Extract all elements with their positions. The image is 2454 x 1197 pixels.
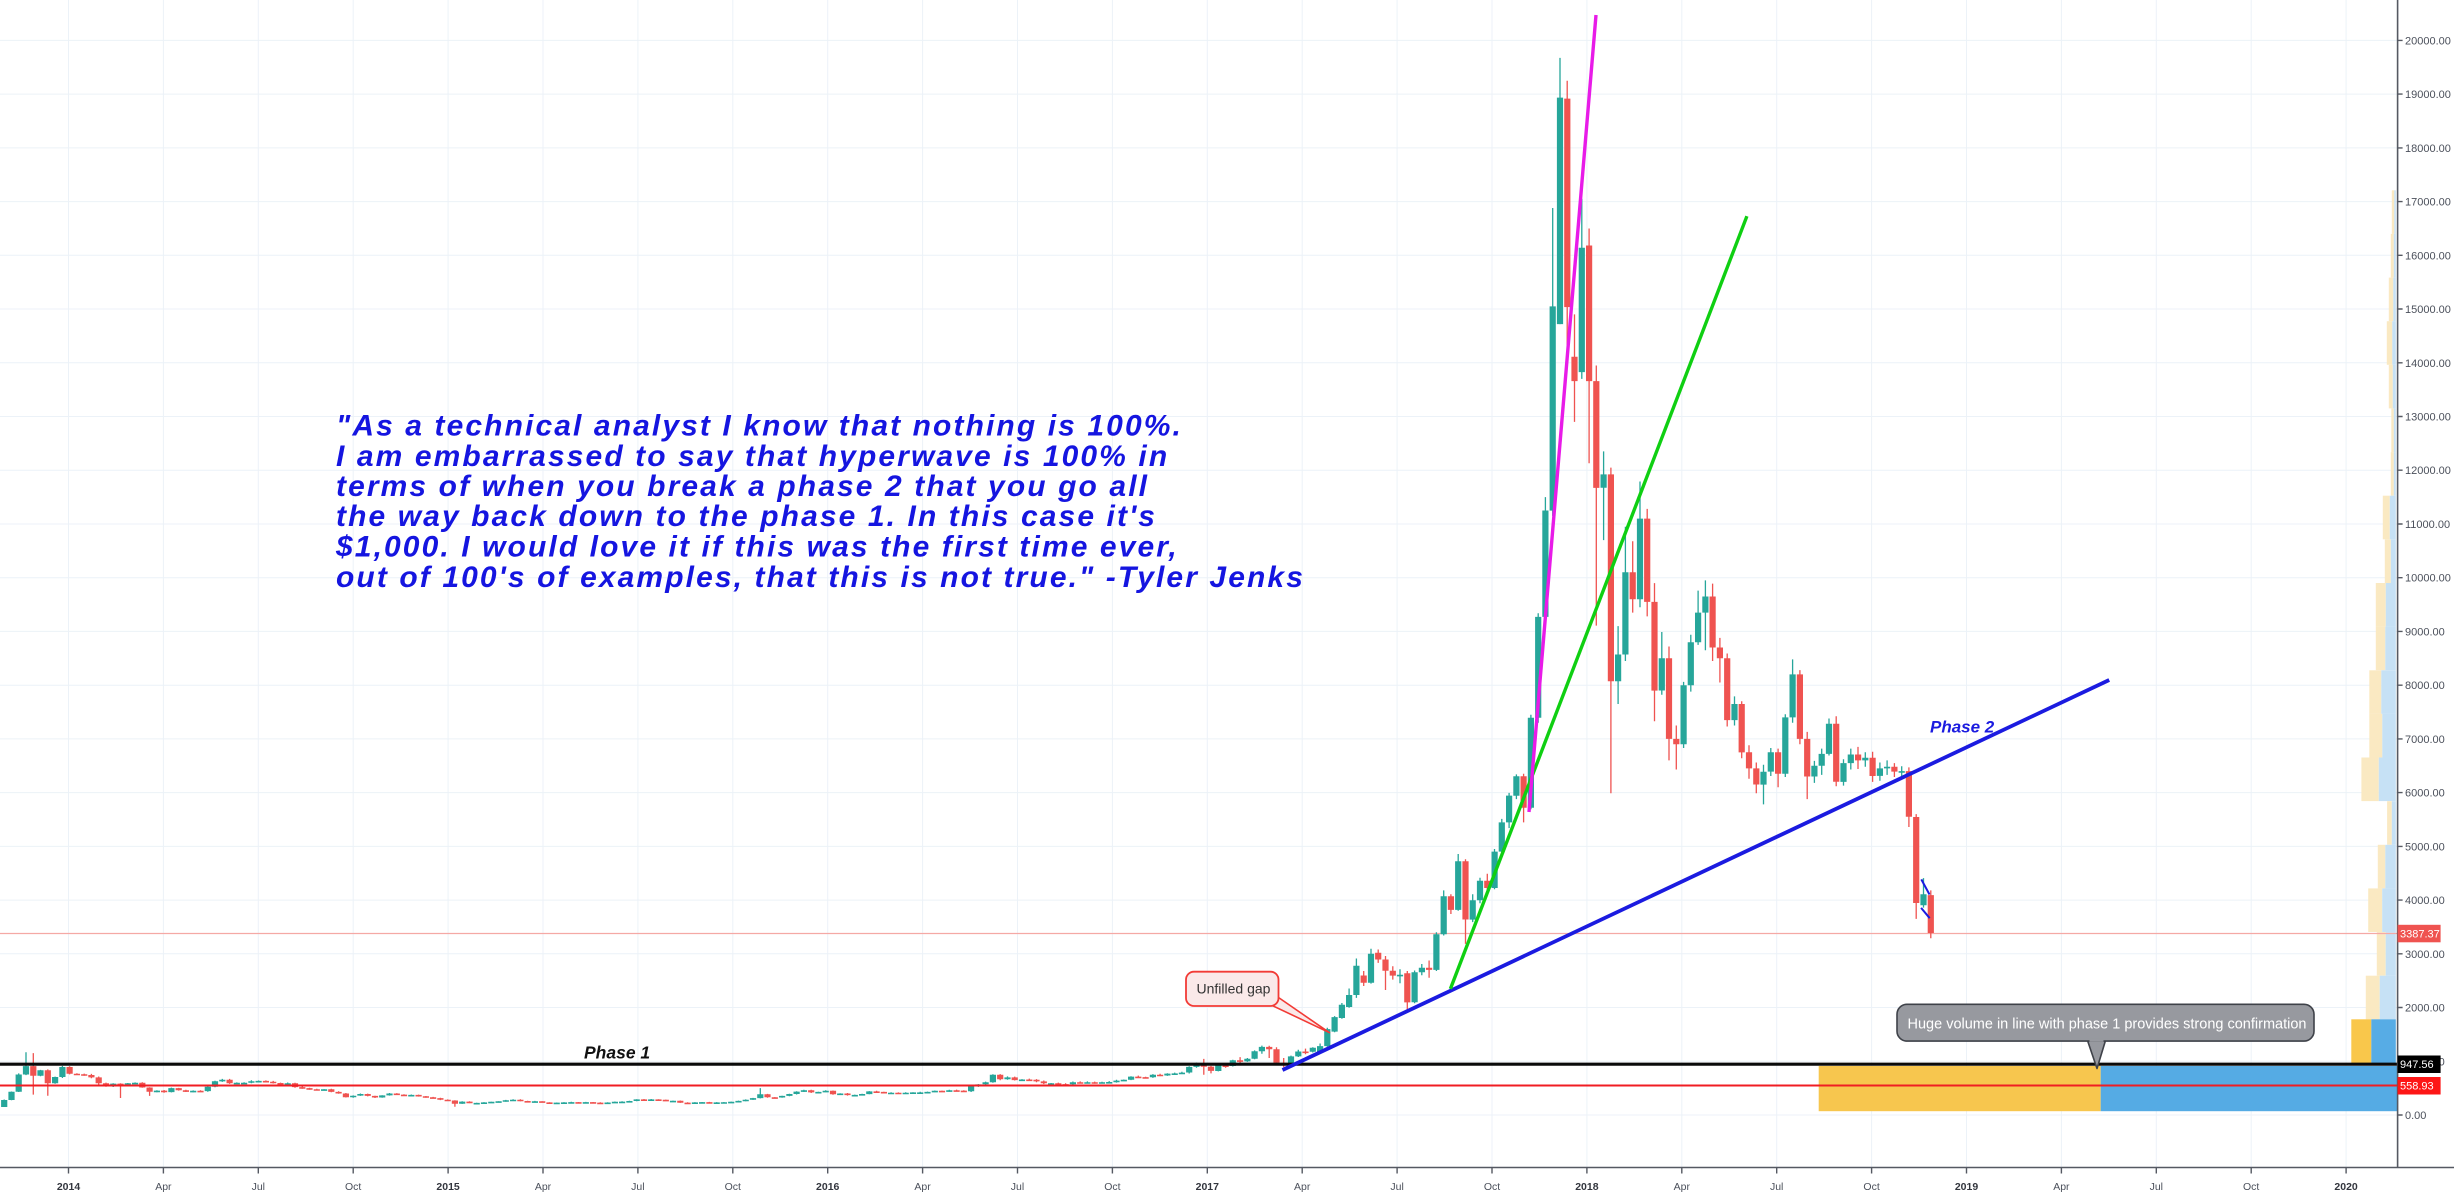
svg-text:7000.00: 7000.00 xyxy=(2405,734,2445,746)
svg-text:$1,000. I would love it if thi: $1,000. I would love it if this was the … xyxy=(335,531,1179,564)
svg-text:4000.00: 4000.00 xyxy=(2405,895,2445,907)
svg-text:Jul: Jul xyxy=(1390,1181,1403,1192)
svg-text:2017: 2017 xyxy=(1196,1181,1220,1192)
svg-text:"As a technical analyst I know: "As a technical analyst I know that noth… xyxy=(336,410,1183,443)
svg-text:Jul: Jul xyxy=(252,1181,265,1192)
svg-text:Apr: Apr xyxy=(1294,1181,1311,1192)
svg-text:Jul: Jul xyxy=(631,1181,644,1192)
svg-text:17000.00: 17000.00 xyxy=(2405,197,2451,209)
svg-text:Apr: Apr xyxy=(1674,1181,1691,1192)
svg-text:Jul: Jul xyxy=(1011,1181,1024,1192)
svg-text:15000.00: 15000.00 xyxy=(2405,304,2451,316)
svg-text:Jul: Jul xyxy=(1770,1181,1783,1192)
svg-text:2016: 2016 xyxy=(816,1181,840,1192)
svg-text:18000.00: 18000.00 xyxy=(2405,143,2451,155)
svg-text:2018: 2018 xyxy=(1575,1181,1599,1192)
svg-text:Phase 1: Phase 1 xyxy=(584,1043,650,1063)
svg-text:3000.00: 3000.00 xyxy=(2405,949,2445,961)
svg-text:Oct: Oct xyxy=(1863,1181,1879,1192)
svg-text:Phase 2: Phase 2 xyxy=(1930,718,1995,737)
svg-text:558.93: 558.93 xyxy=(2400,1081,2434,1093)
svg-text:12000.00: 12000.00 xyxy=(2405,465,2451,477)
svg-text:10000.00: 10000.00 xyxy=(2405,573,2451,585)
svg-text:0.00: 0.00 xyxy=(2405,1110,2426,1122)
svg-text:9000.00: 9000.00 xyxy=(2405,626,2445,638)
svg-text:Unfilled gap: Unfilled gap xyxy=(1197,981,1271,997)
svg-text:6000.00: 6000.00 xyxy=(2405,788,2445,800)
svg-text:Huge volume in line with phase: Huge volume in line with phase 1 provide… xyxy=(1908,1016,2307,1032)
svg-text:Oct: Oct xyxy=(1484,1181,1500,1192)
svg-text:16000.00: 16000.00 xyxy=(2405,250,2451,262)
svg-text:19000.00: 19000.00 xyxy=(2405,89,2451,101)
svg-text:947.56: 947.56 xyxy=(2400,1059,2434,1071)
svg-text:2000.00: 2000.00 xyxy=(2405,1003,2445,1015)
svg-text:14000.00: 14000.00 xyxy=(2405,358,2451,370)
svg-text:out of 100's of examples, that: out of 100's of examples, that this is n… xyxy=(336,561,1305,594)
svg-text:Oct: Oct xyxy=(345,1181,361,1192)
svg-text:8000.00: 8000.00 xyxy=(2405,680,2445,692)
svg-text:I am embarrassed to say that h: I am embarrassed to say that hyperwave i… xyxy=(336,440,1169,473)
svg-text:Apr: Apr xyxy=(155,1181,172,1192)
svg-text:Oct: Oct xyxy=(1104,1181,1120,1192)
svg-text:2020: 2020 xyxy=(2334,1181,2358,1192)
svg-text:Apr: Apr xyxy=(914,1181,931,1192)
svg-text:Jul: Jul xyxy=(2150,1181,2163,1192)
svg-text:11000.00: 11000.00 xyxy=(2405,519,2450,531)
svg-text:the way back down to the phase: the way back down to the phase 1. In thi… xyxy=(336,500,1157,533)
svg-text:13000.00: 13000.00 xyxy=(2405,412,2451,424)
svg-text:3387.37: 3387.37 xyxy=(2400,929,2440,941)
svg-text:Oct: Oct xyxy=(725,1181,741,1192)
svg-text:20000.00: 20000.00 xyxy=(2405,35,2451,47)
svg-text:2019: 2019 xyxy=(1955,1181,1979,1192)
svg-text:2014: 2014 xyxy=(57,1181,81,1192)
svg-text:Oct: Oct xyxy=(2243,1181,2259,1192)
svg-text:Apr: Apr xyxy=(2053,1181,2070,1192)
svg-text:2015: 2015 xyxy=(436,1181,460,1192)
svg-text:terms of when you break a phas: terms of when you break a phase 2 that y… xyxy=(336,470,1149,503)
svg-text:5000.00: 5000.00 xyxy=(2405,841,2445,853)
svg-text:Apr: Apr xyxy=(535,1181,552,1192)
